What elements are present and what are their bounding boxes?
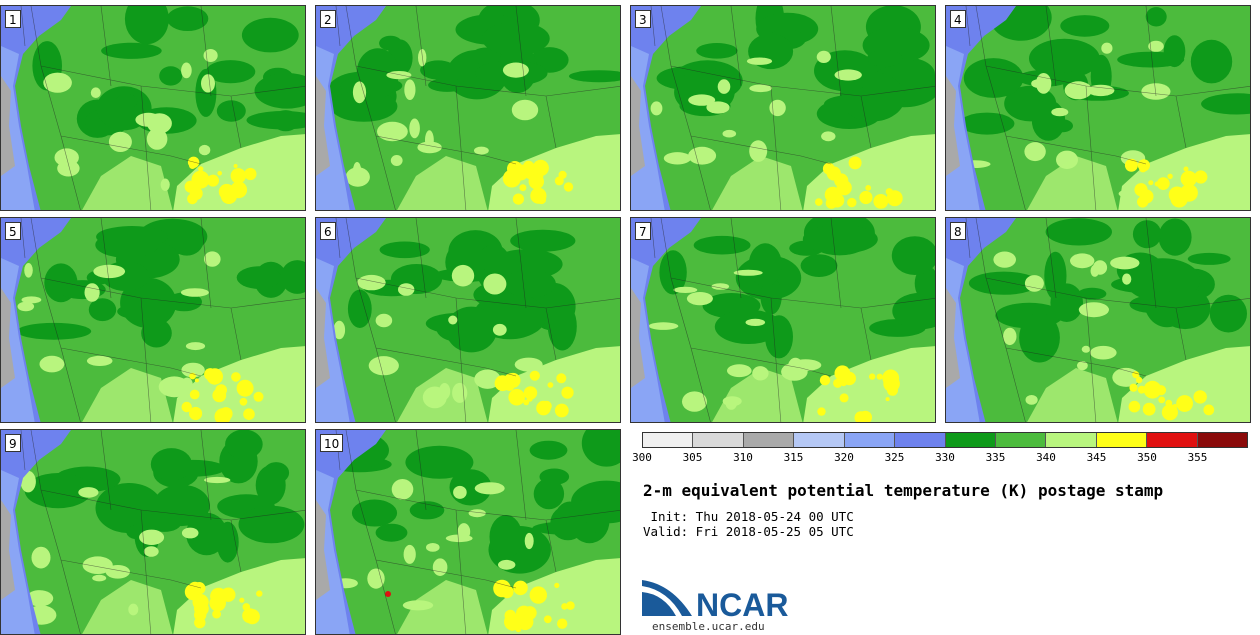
stamp-panel-7: 7 — [630, 217, 936, 423]
colorbar-tick-label: 320 — [834, 451, 854, 464]
stamp-panel-10: 10 — [315, 429, 621, 635]
colorbar-segment — [945, 433, 996, 447]
colorbar-segment — [844, 433, 896, 447]
figure-title: 2-m equivalent potential temperature (K)… — [643, 481, 1164, 500]
colorbar-segment — [995, 433, 1047, 447]
stamp-panel-9: 9 — [0, 429, 306, 635]
stamp-panel-6: 6 — [315, 217, 621, 423]
stamp-member-label: 8 — [950, 222, 966, 240]
colorbar-tick-label: 350 — [1137, 451, 1157, 464]
map-field — [1, 6, 305, 210]
valid-time: Valid: Fri 2018-05-25 05 UTC — [643, 524, 854, 539]
init-time: Init: Thu 2018-05-24 00 UTC — [643, 509, 854, 524]
colorbar-tick-label: 300 — [632, 451, 652, 464]
map-field — [946, 218, 1250, 422]
colorbar-segment — [1197, 433, 1248, 447]
colorbar-segment — [693, 433, 744, 447]
colorbar-tick-label: 330 — [935, 451, 955, 464]
stamp-member-label: 10 — [320, 434, 344, 452]
colorbar-tick-label: 325 — [884, 451, 905, 464]
colorbar-segment — [794, 433, 845, 447]
stamp-member-label: 9 — [5, 434, 21, 452]
colorbar-tick-label: 340 — [1036, 451, 1056, 464]
stamp-member-label: 2 — [320, 10, 336, 28]
colorbar-tick-label: 345 — [1086, 451, 1107, 464]
colorbar-tick-label: 335 — [985, 451, 1006, 464]
stamp-member-label: 3 — [635, 10, 651, 28]
map-field — [1, 218, 305, 422]
stamp-panel-3: 3 — [630, 5, 936, 211]
stamp-panel-2: 2 — [315, 5, 621, 211]
colorbar-tick-label: 310 — [733, 451, 753, 464]
ncar-logo-text: NCAR — [696, 587, 788, 620]
colorbar-segment — [1096, 433, 1148, 447]
site-url: ensemble.ucar.edu — [652, 620, 765, 633]
stamp-panel-1: 1 — [0, 5, 306, 211]
stamp-panel-4: 4 — [945, 5, 1251, 211]
colorbar-tick-label: 315 — [783, 451, 804, 464]
colorbar-segment — [743, 433, 795, 447]
ncar-logo: NCAR — [642, 580, 788, 620]
map-field — [946, 6, 1250, 210]
stamp-panel-5: 5 — [0, 217, 306, 423]
map-field — [631, 6, 935, 210]
colorbar-tick-label: 305 — [682, 451, 703, 464]
map-field — [631, 218, 935, 422]
map-field — [316, 218, 620, 422]
colorbar-tick-label: 355 — [1187, 451, 1208, 464]
colorbar-segment — [1046, 433, 1097, 447]
colorbar-segment — [1147, 433, 1198, 447]
stamp-panel-8: 8 — [945, 217, 1251, 423]
colorbar-segment — [895, 433, 946, 447]
stamp-member-label: 7 — [635, 222, 651, 240]
stamp-member-label: 1 — [5, 10, 21, 28]
colorbar-ticks: 300 305 310 315 320 325 330 335 340 345 350 355 — [632, 451, 1248, 465]
map-field — [1, 430, 305, 634]
map-field — [316, 6, 620, 210]
stamp-member-label: 5 — [5, 222, 21, 240]
stamp-member-label: 4 — [950, 10, 966, 28]
colorbar — [642, 432, 1248, 448]
map-field — [316, 430, 620, 634]
colorbar-segment — [643, 433, 694, 447]
stamp-member-label: 6 — [320, 222, 336, 240]
